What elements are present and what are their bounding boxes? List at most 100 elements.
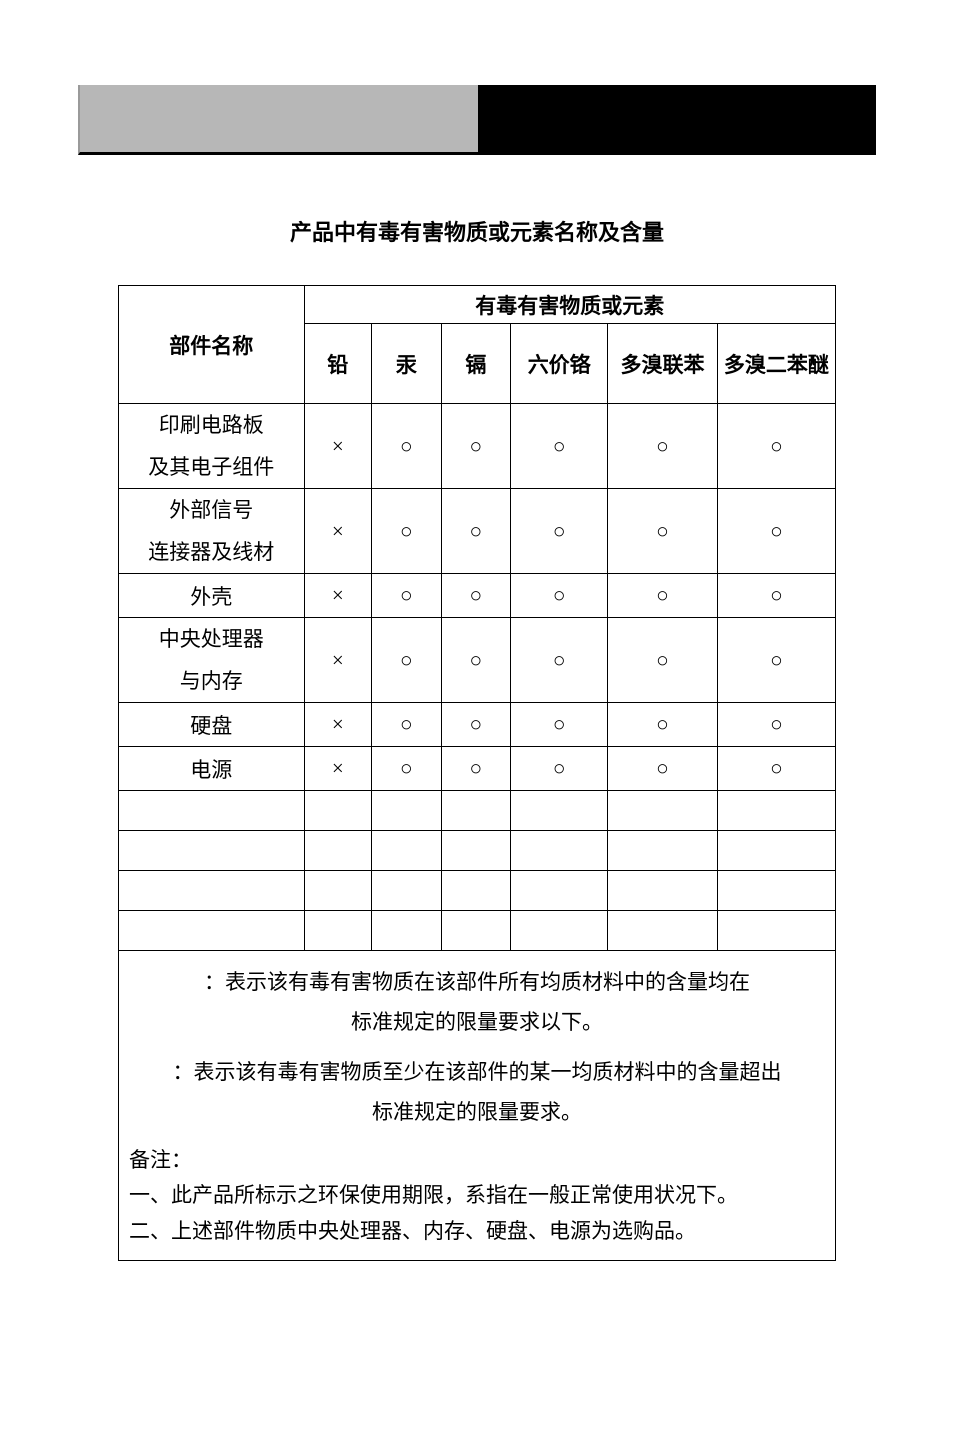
value-cell xyxy=(608,831,718,871)
value-cell: ○ xyxy=(511,747,608,791)
value-cell: ○ xyxy=(441,703,511,747)
value-cell: × xyxy=(304,574,371,618)
value-cell: ○ xyxy=(511,404,608,489)
value-cell xyxy=(372,831,442,871)
col-header-hg: 汞 xyxy=(372,324,442,404)
table-row xyxy=(119,791,836,831)
col-header-pbb: 多溴联苯 xyxy=(608,324,718,404)
table-body: 印刷电路板及其电子组件×○○○○○外部信号连接器及线材×○○○○○外壳×○○○○… xyxy=(119,404,836,951)
value-cell xyxy=(717,791,835,831)
legend-circle: ：表示该有毒有害物质在该部件所有均质材料中的含量均在 标准规定的限量要求以下。 xyxy=(129,963,825,1043)
value-cell xyxy=(372,791,442,831)
table-row: 中央处理器与内存×○○○○○ xyxy=(119,618,836,703)
table-row: 印刷电路板及其电子组件×○○○○○ xyxy=(119,404,836,489)
value-cell: ○ xyxy=(511,574,608,618)
value-cell: ○ xyxy=(372,574,442,618)
value-cell xyxy=(441,791,511,831)
value-cell: ○ xyxy=(608,747,718,791)
legend-o-line2: 标准规定的限量要求以下。 xyxy=(351,1010,603,1034)
value-cell: × xyxy=(304,703,371,747)
value-cell: ○ xyxy=(372,747,442,791)
value-cell xyxy=(511,911,608,951)
legend-notes: 备注： 一、此产品所标示之环保使用期限，系指在一般正常使用状况下。 二、上述部件… xyxy=(129,1143,825,1250)
value-cell xyxy=(441,831,511,871)
part-name-cell: 中央处理器与内存 xyxy=(119,618,305,703)
part-name-cell: 外壳 xyxy=(119,574,305,618)
value-cell xyxy=(511,831,608,871)
part-name-cell xyxy=(119,791,305,831)
value-cell: ○ xyxy=(511,618,608,703)
note-title: 备注： xyxy=(129,1148,192,1172)
legend-block: ：表示该有毒有害物质在该部件所有均质材料中的含量均在 标准规定的限量要求以下。 … xyxy=(118,951,836,1261)
table-row xyxy=(119,831,836,871)
value-cell: ○ xyxy=(441,574,511,618)
table-row: 外部信号连接器及线材×○○○○○ xyxy=(119,489,836,574)
header-band-right xyxy=(478,85,876,155)
value-cell xyxy=(511,871,608,911)
header-band xyxy=(78,85,876,155)
table-row: 硬盘×○○○○○ xyxy=(119,703,836,747)
part-name-cell: 外部信号连接器及线材 xyxy=(119,489,305,574)
value-cell: ○ xyxy=(441,747,511,791)
value-cell: ○ xyxy=(717,574,835,618)
value-cell: ○ xyxy=(372,618,442,703)
value-cell xyxy=(717,871,835,911)
value-cell: ○ xyxy=(372,404,442,489)
table-row xyxy=(119,911,836,951)
part-name-cell xyxy=(119,871,305,911)
value-cell: ○ xyxy=(511,703,608,747)
value-cell xyxy=(511,791,608,831)
note-1: 一、此产品所标示之环保使用期限，系指在一般正常使用状况下。 xyxy=(129,1183,738,1207)
header-band-left xyxy=(78,85,478,155)
value-cell xyxy=(372,871,442,911)
value-cell: ○ xyxy=(608,618,718,703)
value-cell xyxy=(441,871,511,911)
value-cell xyxy=(717,831,835,871)
table-row: 外壳×○○○○○ xyxy=(119,574,836,618)
value-cell: ○ xyxy=(441,618,511,703)
value-cell: ○ xyxy=(441,404,511,489)
value-cell: ○ xyxy=(608,404,718,489)
col-header-part: 部件名称 xyxy=(119,286,305,404)
legend-cross: ：表示该有毒有害物质至少在该部件的某一均质材料中的含量超出 标准规定的限量要求。 xyxy=(129,1053,825,1133)
part-name-cell xyxy=(119,911,305,951)
value-cell: × xyxy=(304,404,371,489)
page-title: 产品中有毒有害物质或元素名称及含量 xyxy=(0,215,954,247)
value-cell: ○ xyxy=(608,574,718,618)
part-name-cell: 印刷电路板及其电子组件 xyxy=(119,404,305,489)
note-2: 二、上述部件物质中央处理器、内存、硬盘、电源为选购品。 xyxy=(129,1219,696,1243)
col-header-cd: 镉 xyxy=(441,324,511,404)
value-cell: ○ xyxy=(717,747,835,791)
part-name-cell: 硬盘 xyxy=(119,703,305,747)
value-cell xyxy=(372,911,442,951)
col-header-pbde: 多溴二苯醚 xyxy=(717,324,835,404)
value-cell: ○ xyxy=(608,703,718,747)
value-cell xyxy=(441,911,511,951)
value-cell xyxy=(304,831,371,871)
value-cell: ○ xyxy=(717,489,835,574)
value-cell xyxy=(304,911,371,951)
substance-table: 部件名称 有毒有害物质或元素 铅 汞 镉 六价铬 多溴联苯 多溴二苯醚 印刷电路… xyxy=(118,285,836,951)
part-name-cell: 电源 xyxy=(119,747,305,791)
col-header-group: 有毒有害物质或元素 xyxy=(304,286,835,324)
value-cell: ○ xyxy=(717,703,835,747)
value-cell: × xyxy=(304,747,371,791)
legend-o-line1: ：表示该有毒有害物质在该部件所有均质材料中的含量均在 xyxy=(204,970,750,994)
value-cell: ○ xyxy=(717,618,835,703)
value-cell: ○ xyxy=(441,489,511,574)
table-row: 电源×○○○○○ xyxy=(119,747,836,791)
col-header-pb: 铅 xyxy=(304,324,371,404)
legend-x-line2: 标准规定的限量要求。 xyxy=(372,1100,582,1124)
value-cell: ○ xyxy=(372,703,442,747)
legend-x-line1: ：表示该有毒有害物质至少在该部件的某一均质材料中的含量超出 xyxy=(173,1060,782,1084)
table-head: 部件名称 有毒有害物质或元素 铅 汞 镉 六价铬 多溴联苯 多溴二苯醚 xyxy=(119,286,836,404)
col-header-cr6: 六价铬 xyxy=(511,324,608,404)
part-name-cell xyxy=(119,831,305,871)
value-cell: ○ xyxy=(717,404,835,489)
value-cell xyxy=(608,791,718,831)
value-cell xyxy=(304,791,371,831)
value-cell xyxy=(717,911,835,951)
value-cell: ○ xyxy=(608,489,718,574)
table-row xyxy=(119,871,836,911)
value-cell: ○ xyxy=(511,489,608,574)
